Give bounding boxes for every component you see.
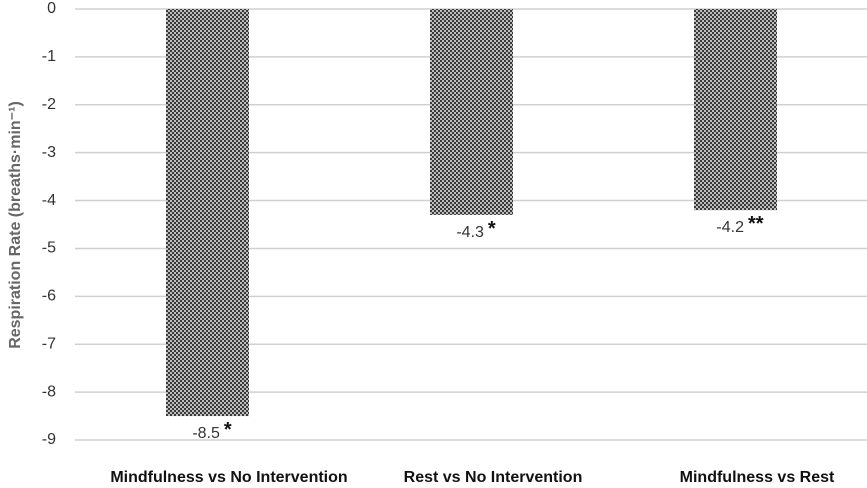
significance: * [224,419,232,441]
bar [694,9,777,211]
value-text: -8.5 [192,425,220,442]
y-tick-label: -3 [42,144,56,161]
y-tick-label: -6 [42,288,56,305]
value-text: -4.3 [456,224,484,241]
bar [430,9,513,215]
y-tick-label: -5 [42,240,56,257]
y-axis-label: Respiration Rate (breaths·min⁻¹) [7,101,24,349]
value-label: -8.5 * [192,419,232,442]
y-tick-label: 0 [47,0,56,17]
y-tick-label: -1 [42,48,56,65]
x-tick-label: Rest vs No Intervention [404,469,583,486]
significance: ** [748,213,764,235]
value-label: -4.2 ** [716,213,763,236]
y-tick-label: -4 [42,192,56,209]
value-label: -4.3 * [456,218,496,241]
significance: * [488,218,496,240]
y-tick-label: -2 [42,96,56,113]
y-tick-label: -9 [42,431,56,448]
y-tick-label: -8 [42,383,56,400]
bar [166,9,249,417]
y-tick-label: -7 [42,335,56,352]
value-text: -4.2 [716,219,744,236]
x-tick-label: Mindfulness vs Rest [680,469,835,486]
x-tick-label: Mindfulness vs No Intervention [110,469,347,486]
